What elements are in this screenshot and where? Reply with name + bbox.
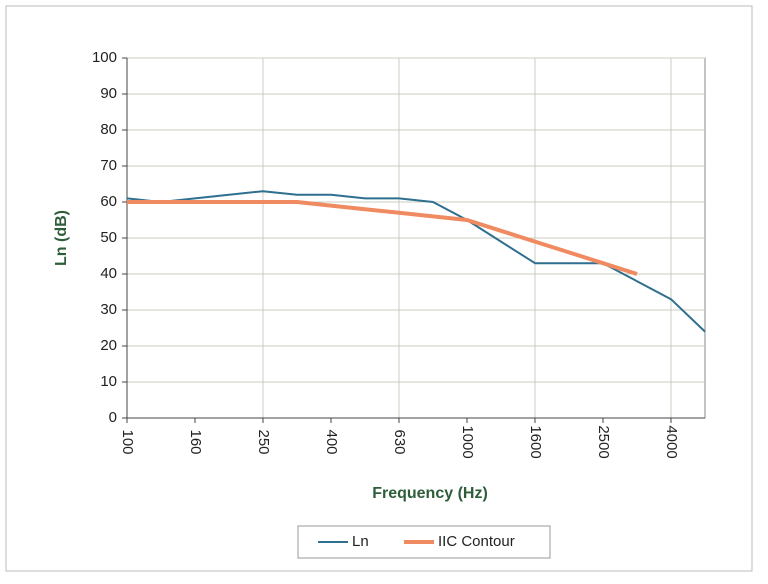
y-tick-label: 90	[100, 85, 117, 102]
x-tick-label: 1600	[527, 425, 544, 458]
y-tick-label: 50	[100, 229, 117, 246]
x-tick-label: 4000	[663, 425, 680, 458]
legend-label: IIC Contour	[438, 533, 515, 550]
series-line	[127, 200, 638, 276]
y-tick-label: 100	[92, 49, 117, 66]
x-tick-label: 160	[187, 429, 204, 454]
y-tick-label: 20	[100, 337, 117, 354]
y-axis-title: Ln (dB)	[53, 210, 70, 266]
y-tick-label: 40	[100, 265, 117, 282]
x-tick-label: 630	[391, 429, 408, 454]
legend-label: Ln	[352, 533, 369, 550]
y-tick-label: 10	[100, 373, 117, 390]
x-tick-label: 400	[323, 429, 340, 454]
y-tick-label: 70	[100, 157, 117, 174]
y-tick-label: 0	[109, 409, 117, 426]
x-tick-label: 2500	[595, 425, 612, 458]
x-tick-label: 250	[255, 429, 272, 454]
x-tick-label: 1000	[459, 425, 476, 458]
y-tick-label: 80	[100, 121, 117, 138]
y-tick-label: 30	[100, 301, 117, 318]
y-tick-label: 60	[100, 193, 117, 210]
x-axis-title: Frequency (Hz)	[372, 485, 488, 502]
x-tick-label: 100	[119, 429, 136, 454]
